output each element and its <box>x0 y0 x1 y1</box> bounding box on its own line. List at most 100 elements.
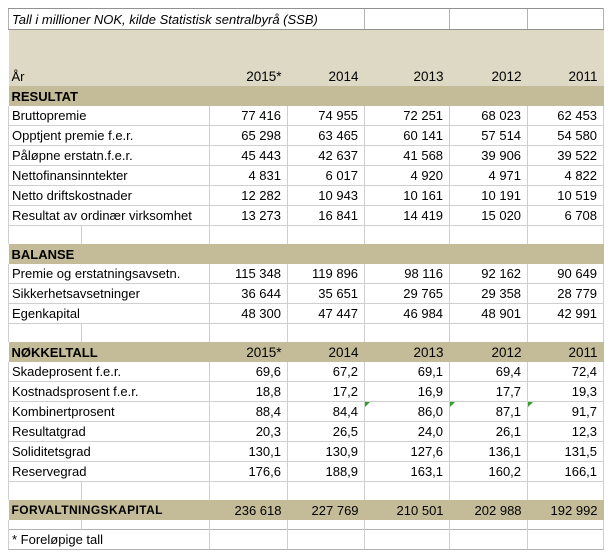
value-cell[interactable]: 77 416 <box>209 105 288 126</box>
value-cell[interactable]: 6 708 <box>527 205 605 226</box>
row-label-cell[interactable]: Nettofinansinntekter <box>8 165 210 186</box>
footnote[interactable]: * Foreløpige tall <box>8 529 210 550</box>
row-label-cell[interactable]: Resultat av ordinær virksomhet <box>8 205 210 226</box>
empty-cell[interactable] <box>81 323 210 342</box>
empty-cell[interactable] <box>364 529 450 550</box>
empty-cell[interactable] <box>449 225 529 244</box>
value-cell[interactable]: 62 453 <box>527 105 605 126</box>
empty-cell[interactable] <box>209 529 288 550</box>
value-cell[interactable]: 12 282 <box>209 185 288 206</box>
year-header-cell[interactable]: 2014 <box>287 341 365 362</box>
value-cell[interactable]: 91,7 <box>527 401 605 422</box>
row-label-cell[interactable]: Premie og erstatningsavsetn. <box>8 263 210 284</box>
empty-cell[interactable] <box>527 323 605 342</box>
row-label-cell[interactable]: Kostnadsprosent f.e.r. <box>8 381 210 402</box>
value-cell[interactable]: 163,1 <box>364 461 451 482</box>
row-label-cell[interactable]: Sikkerhetsavsetninger <box>8 283 210 304</box>
value-cell[interactable]: 57 514 <box>449 125 529 146</box>
value-cell[interactable]: 127,6 <box>364 441 451 462</box>
value-cell[interactable]: 16 841 <box>287 205 366 226</box>
empty-cell[interactable] <box>364 8 450 30</box>
value-cell[interactable]: 14 419 <box>364 205 451 226</box>
value-cell[interactable]: 10 943 <box>287 185 366 206</box>
value-cell[interactable]: 17,2 <box>287 381 366 402</box>
value-cell[interactable]: 47 447 <box>287 303 366 324</box>
value-cell[interactable]: 98 116 <box>364 263 451 284</box>
empty-cell[interactable] <box>527 225 605 244</box>
empty-cell[interactable] <box>8 323 82 342</box>
value-cell[interactable]: 4 831 <box>209 165 288 186</box>
row-label-cell[interactable]: Opptjent premie f.e.r. <box>8 125 210 146</box>
value-cell[interactable]: 90 649 <box>527 263 605 284</box>
empty-band[interactable] <box>8 29 604 65</box>
empty-cell[interactable] <box>449 85 528 106</box>
value-cell[interactable]: 130,9 <box>287 441 366 462</box>
year-header-cell[interactable]: 2015* <box>209 341 288 362</box>
empty-cell[interactable] <box>209 225 288 244</box>
empty-cell[interactable] <box>449 519 529 530</box>
empty-cell[interactable] <box>364 323 451 342</box>
value-cell[interactable]: 15 020 <box>449 205 529 226</box>
value-cell[interactable]: 160,2 <box>449 461 529 482</box>
value-cell[interactable]: 39 906 <box>449 145 529 166</box>
row-label-cell[interactable]: Soliditetsgrad <box>8 441 210 462</box>
value-cell[interactable]: 227 769 <box>287 499 365 520</box>
empty-cell[interactable] <box>527 519 605 530</box>
year-header-cell[interactable]: 2012 <box>449 64 528 86</box>
value-cell[interactable]: 36 644 <box>209 283 288 304</box>
empty-cell[interactable] <box>81 481 210 500</box>
empty-cell[interactable] <box>287 519 366 530</box>
value-cell[interactable]: 119 896 <box>287 263 366 284</box>
year-header-cell[interactable]: 2011 <box>527 64 604 86</box>
value-cell[interactable]: 41 568 <box>364 145 451 166</box>
section-header-forvaltningskapital[interactable]: FORVALTNINGSKAPITAL <box>8 499 210 520</box>
section-header-balanse[interactable]: BALANSE <box>8 243 210 264</box>
row-label-cell[interactable]: Skadeprosent f.e.r. <box>8 361 210 382</box>
value-cell[interactable]: 6 017 <box>287 165 366 186</box>
value-cell[interactable]: 24,0 <box>364 421 451 442</box>
value-cell[interactable]: 72 251 <box>364 105 451 126</box>
empty-cell[interactable] <box>287 481 366 500</box>
value-cell[interactable]: 19,3 <box>527 381 605 402</box>
value-cell[interactable]: 45 443 <box>209 145 288 166</box>
sheet-title[interactable]: Tall i millioner NOK, kilde Statistisk s… <box>7 8 365 30</box>
empty-cell[interactable] <box>449 323 529 342</box>
empty-cell[interactable] <box>364 481 451 500</box>
empty-cell[interactable] <box>527 481 605 500</box>
year-header-cell[interactable]: 2011 <box>527 341 604 362</box>
empty-cell[interactable] <box>527 85 604 106</box>
value-cell[interactable]: 29 358 <box>449 283 529 304</box>
value-cell[interactable]: 130,1 <box>209 441 288 462</box>
empty-cell[interactable] <box>287 85 365 106</box>
value-cell[interactable]: 166,1 <box>527 461 605 482</box>
value-cell[interactable]: 4 971 <box>449 165 529 186</box>
value-cell[interactable]: 42 991 <box>527 303 605 324</box>
year-header-cell[interactable]: 2012 <box>449 341 528 362</box>
empty-cell[interactable] <box>364 85 450 106</box>
value-cell[interactable]: 60 141 <box>364 125 451 146</box>
value-cell[interactable]: 46 984 <box>364 303 451 324</box>
value-cell[interactable]: 35 651 <box>287 283 366 304</box>
year-header-cell[interactable]: 2015* <box>209 64 288 86</box>
value-cell[interactable]: 10 519 <box>527 185 605 206</box>
row-label-cell[interactable]: Egenkapital <box>8 303 210 324</box>
empty-cell[interactable] <box>449 481 529 500</box>
empty-cell[interactable] <box>209 323 288 342</box>
value-cell[interactable]: 4 822 <box>527 165 605 186</box>
year-header-label[interactable]: År <box>8 64 210 86</box>
row-label-cell[interactable]: Bruttopremie <box>8 105 210 126</box>
value-cell[interactable]: 92 162 <box>449 263 529 284</box>
row-label-cell[interactable]: Påløpne erstatn.f.e.r. <box>8 145 210 166</box>
empty-cell[interactable] <box>527 8 605 30</box>
year-header-cell[interactable]: 2014 <box>287 64 365 86</box>
value-cell[interactable]: 26,1 <box>449 421 529 442</box>
value-cell[interactable]: 131,5 <box>527 441 605 462</box>
year-header-cell[interactable]: 2013 <box>364 341 450 362</box>
value-cell[interactable]: 236 618 <box>209 499 288 520</box>
empty-cell[interactable] <box>449 529 528 550</box>
value-cell[interactable]: 202 988 <box>449 499 528 520</box>
value-cell[interactable]: 192 992 <box>527 499 604 520</box>
value-cell[interactable]: 69,1 <box>364 361 451 382</box>
value-cell[interactable]: 20,3 <box>209 421 288 442</box>
empty-cell[interactable] <box>286 529 365 550</box>
